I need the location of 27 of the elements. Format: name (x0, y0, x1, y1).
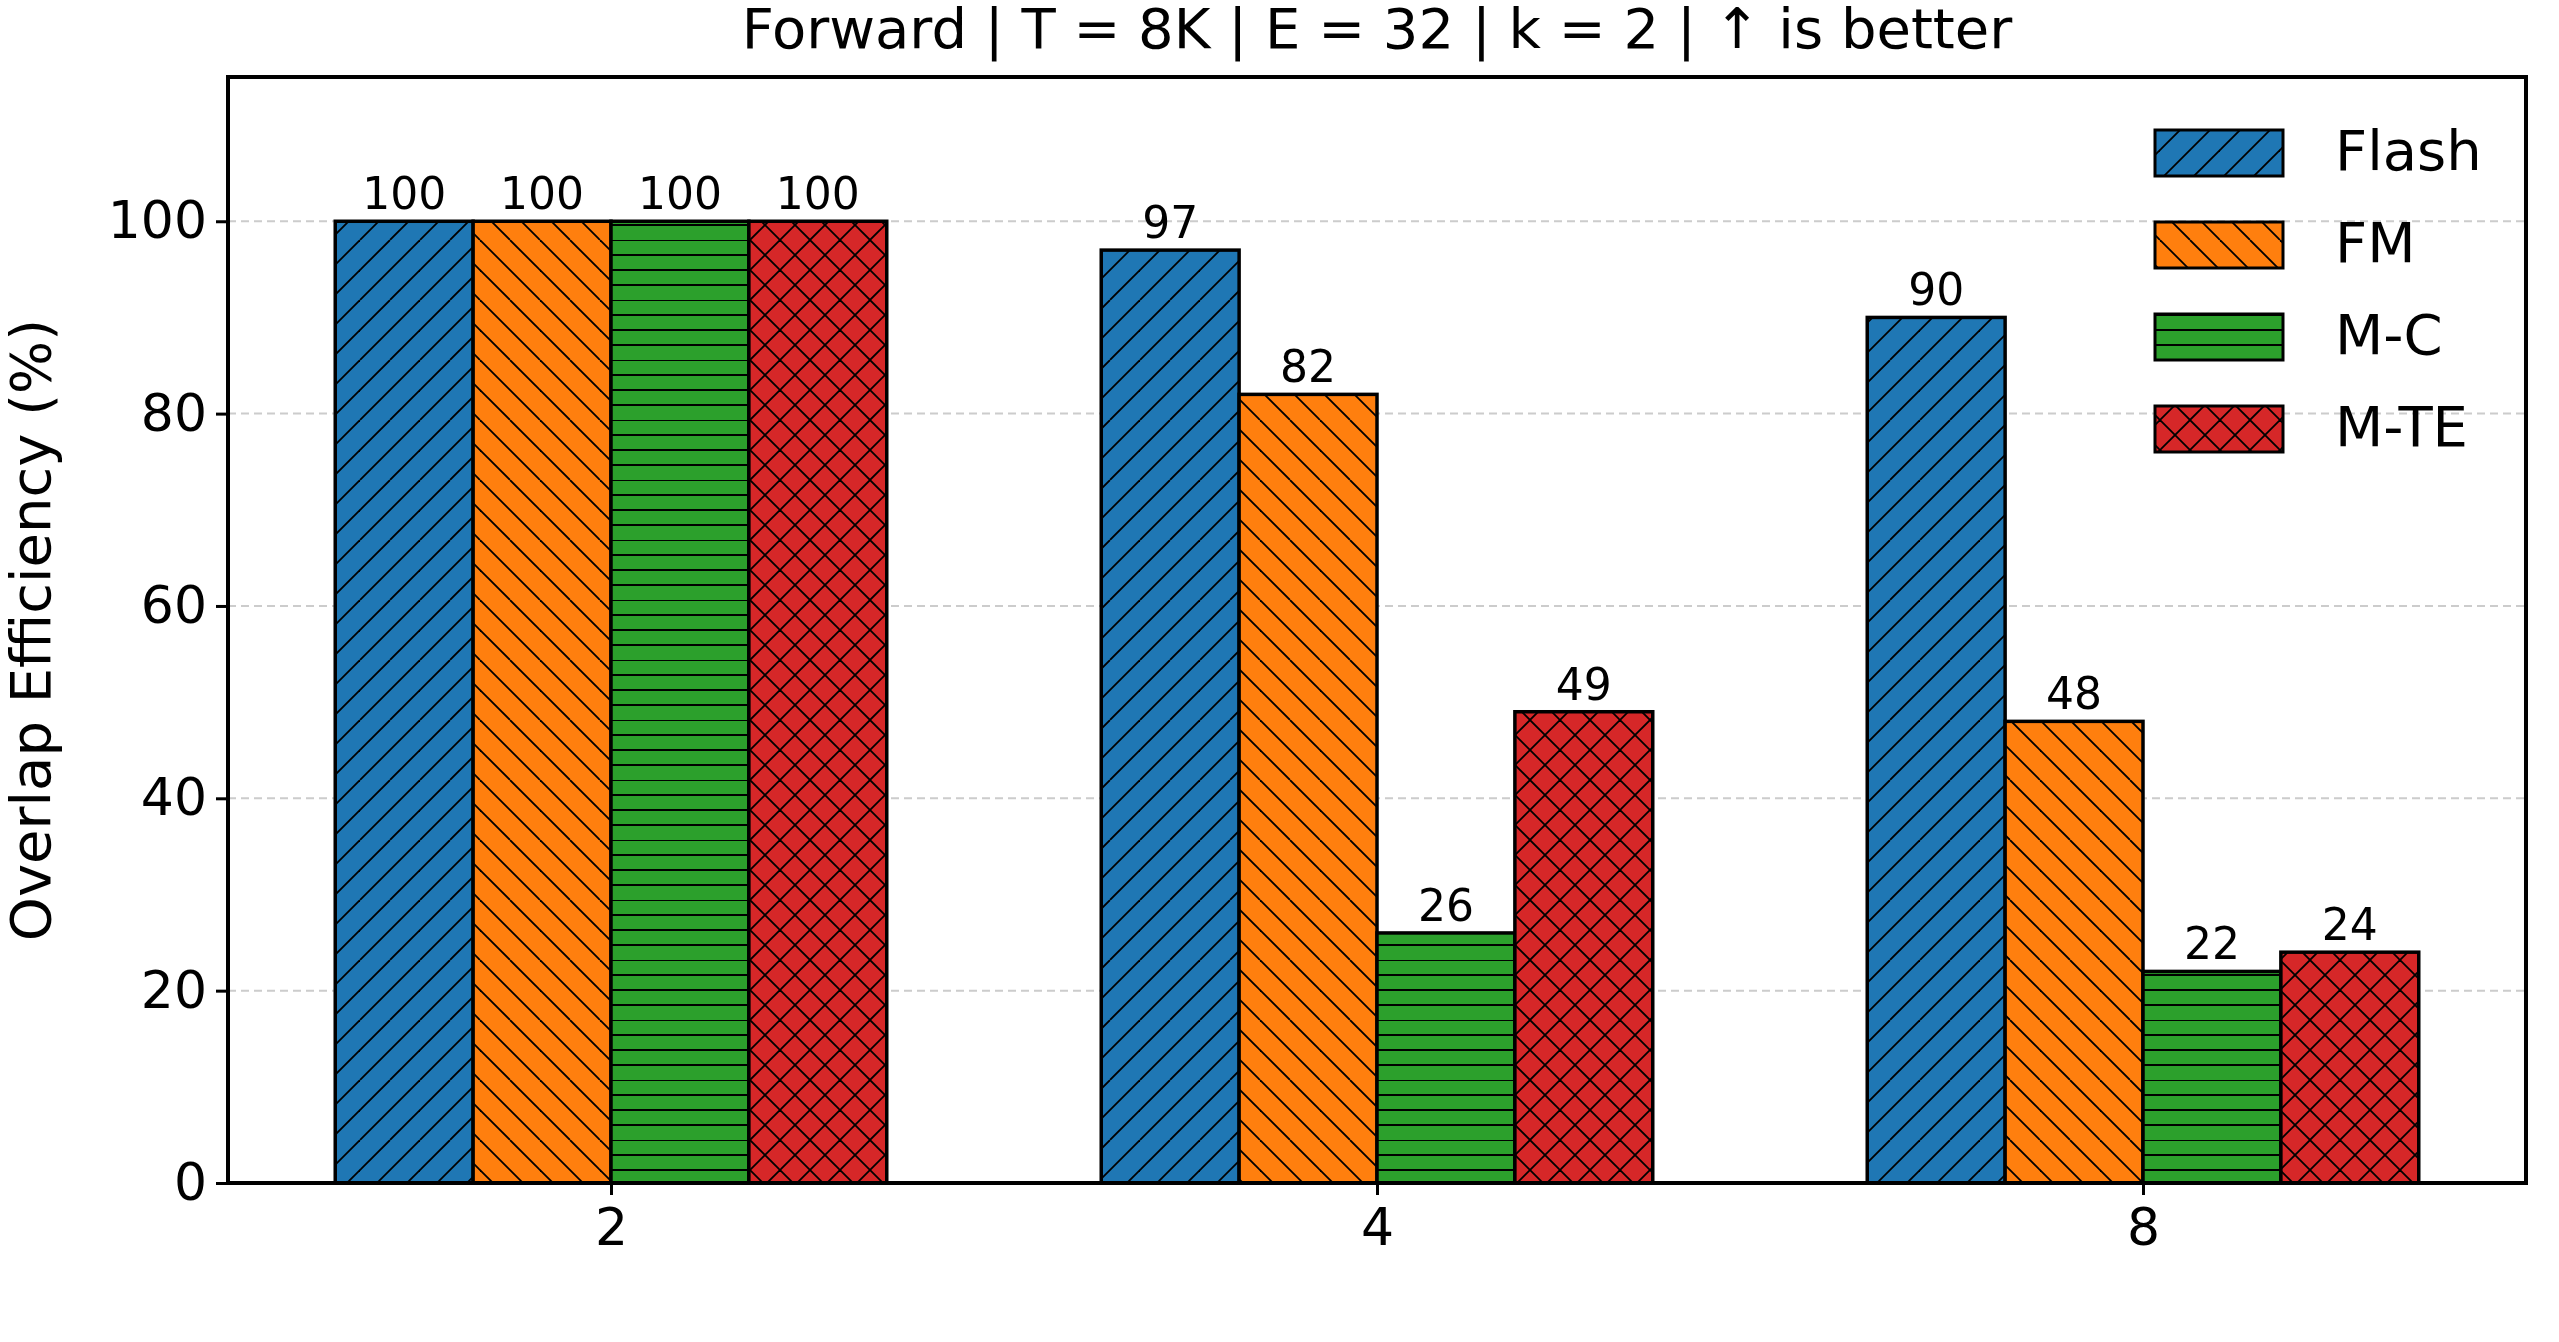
data-label: 82 (1280, 341, 1337, 393)
data-label: 97 (1142, 197, 1199, 249)
legend-label: Flash (2335, 118, 2482, 183)
data-label: 100 (500, 168, 585, 220)
chart-title: Forward | T = 8K | E = 32 | k = 2 | ↑ is better (741, 0, 2014, 62)
data-label: 100 (775, 168, 860, 220)
x-tick-label: 4 (1360, 1196, 1395, 1257)
data-label: 26 (1417, 879, 1474, 931)
y-tick-label: 80 (140, 382, 207, 443)
legend-label: M-TE (2335, 394, 2468, 459)
y-tick-label: 20 (140, 959, 207, 1020)
y-tick-label: 100 (107, 190, 207, 251)
data-label: 24 (2321, 899, 2378, 951)
data-label: 49 (1555, 658, 1612, 710)
data-label: 90 (1908, 264, 1965, 316)
data-label: 22 (2183, 918, 2240, 970)
legend-label: FM (2335, 210, 2416, 275)
y-tick-label: 40 (140, 767, 207, 828)
y-tick-label: 60 (140, 575, 207, 636)
x-tick-label: 2 (594, 1196, 629, 1257)
y-axis-title: Overlap Efficiency (%) (0, 318, 63, 942)
legend-label: M-C (2335, 302, 2443, 367)
data-label: 48 (2046, 668, 2103, 720)
data-label: 100 (637, 168, 722, 220)
data-label: 100 (362, 168, 447, 220)
x-tick-label: 8 (2126, 1196, 2161, 1257)
y-tick-label: 0 (173, 1152, 207, 1213)
